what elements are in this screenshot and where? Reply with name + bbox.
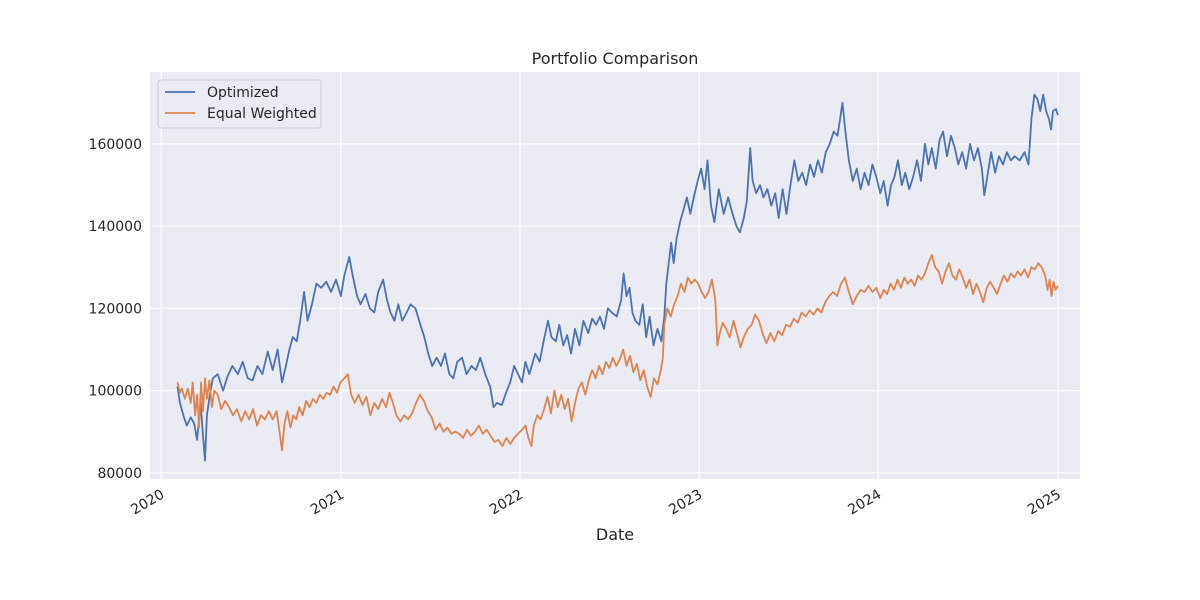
chart-title: Portfolio Comparison — [532, 49, 699, 68]
plot-background — [150, 72, 1080, 479]
x-tick-label: 2022 — [487, 487, 526, 519]
x-tick-label: 2024 — [845, 487, 884, 519]
x-axis-ticks: 2020 2021 2022 2023 2024 2025 — [128, 487, 1063, 519]
series-line-equal-weighted — [176, 254, 1059, 452]
x-tick-label: 2020 — [128, 487, 167, 519]
y-tick-label: 120000 — [89, 301, 142, 317]
y-tick-label: 160000 — [89, 137, 142, 153]
x-tick-label: 2025 — [1025, 487, 1064, 519]
y-tick-label: 100000 — [89, 384, 142, 400]
y-axis-ticks: 80000 100000 120000 140000 160000 — [89, 137, 142, 482]
legend: Optimized Equal Weighted — [157, 79, 322, 129]
legend-label-optimized: Optimized — [207, 85, 279, 101]
y-tick-label: 80000 — [97, 466, 142, 482]
x-tick-label: 2021 — [308, 487, 347, 519]
x-tick-label: 2023 — [666, 487, 705, 519]
legend-label-equal-weighted: Equal Weighted — [207, 106, 317, 122]
y-tick-label: 140000 — [89, 219, 142, 235]
series-line-optimized — [176, 93, 1059, 462]
grid-lines — [150, 72, 1080, 479]
x-axis-label: Date — [596, 525, 634, 544]
legend-box — [157, 79, 322, 129]
series-lines — [176, 93, 1059, 462]
